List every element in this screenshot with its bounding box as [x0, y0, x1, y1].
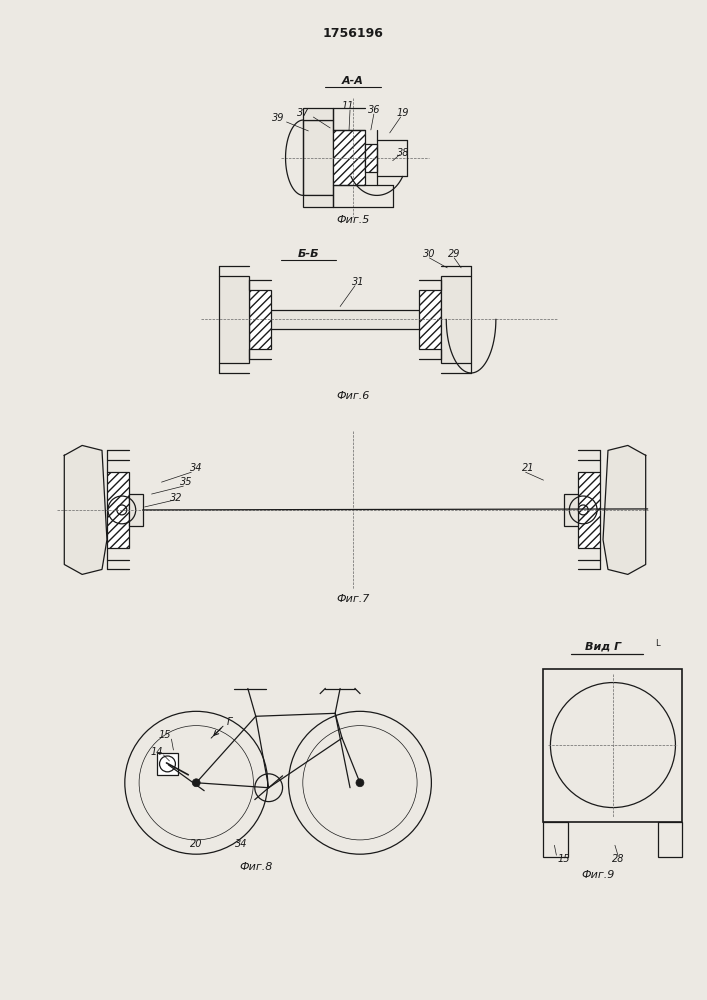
Text: 1756196: 1756196	[322, 27, 383, 40]
Text: Б-Б: Б-Б	[298, 249, 319, 259]
Text: Г: Г	[226, 717, 232, 727]
Text: 19: 19	[397, 108, 409, 118]
Text: Фиг.9: Фиг.9	[581, 870, 615, 880]
Text: 34: 34	[190, 463, 202, 473]
Text: 15: 15	[158, 730, 171, 740]
Text: 31: 31	[351, 277, 364, 287]
Text: 28: 28	[612, 854, 624, 864]
Bar	[658, 822, 682, 857]
Text: 15: 15	[557, 854, 570, 864]
Text: 29: 29	[448, 249, 460, 259]
Text: 11: 11	[341, 101, 354, 111]
Polygon shape	[603, 445, 645, 574]
Text: 21: 21	[522, 463, 535, 473]
Bar	[303, 195, 333, 207]
Bar	[219, 276, 249, 363]
Text: Фиг.8: Фиг.8	[239, 862, 272, 872]
Bar	[303, 120, 333, 195]
Bar	[249, 290, 271, 349]
Text: 30: 30	[423, 249, 436, 259]
Text: А-А: А-А	[342, 76, 364, 86]
Bar	[441, 276, 471, 363]
Circle shape	[192, 779, 200, 787]
Text: L: L	[655, 639, 660, 648]
Text: 20: 20	[190, 839, 202, 849]
Bar	[365, 144, 377, 172]
Text: 35: 35	[180, 477, 192, 487]
Text: Вид Г: Вид Г	[585, 642, 621, 652]
Text: 14: 14	[151, 747, 163, 757]
Bar	[107, 472, 129, 548]
Bar	[419, 290, 441, 349]
Text: Фиг.7: Фиг.7	[337, 594, 370, 604]
Bar	[129, 494, 143, 526]
Text: 37: 37	[297, 108, 310, 118]
Bar	[544, 669, 682, 822]
Text: 34: 34	[235, 839, 247, 849]
Bar	[544, 822, 568, 857]
Text: 39: 39	[272, 113, 285, 123]
Text: 38: 38	[397, 148, 410, 158]
Text: Фиг.6: Фиг.6	[337, 391, 370, 401]
Bar	[156, 753, 178, 775]
Polygon shape	[64, 445, 107, 574]
Bar	[578, 472, 600, 548]
Text: Фиг.5: Фиг.5	[337, 215, 370, 225]
Bar	[333, 130, 365, 185]
Circle shape	[356, 779, 364, 787]
Bar	[249, 310, 448, 329]
Bar	[303, 108, 333, 120]
Text: 32: 32	[170, 493, 182, 503]
Bar	[564, 494, 578, 526]
Text: 36: 36	[368, 105, 380, 115]
